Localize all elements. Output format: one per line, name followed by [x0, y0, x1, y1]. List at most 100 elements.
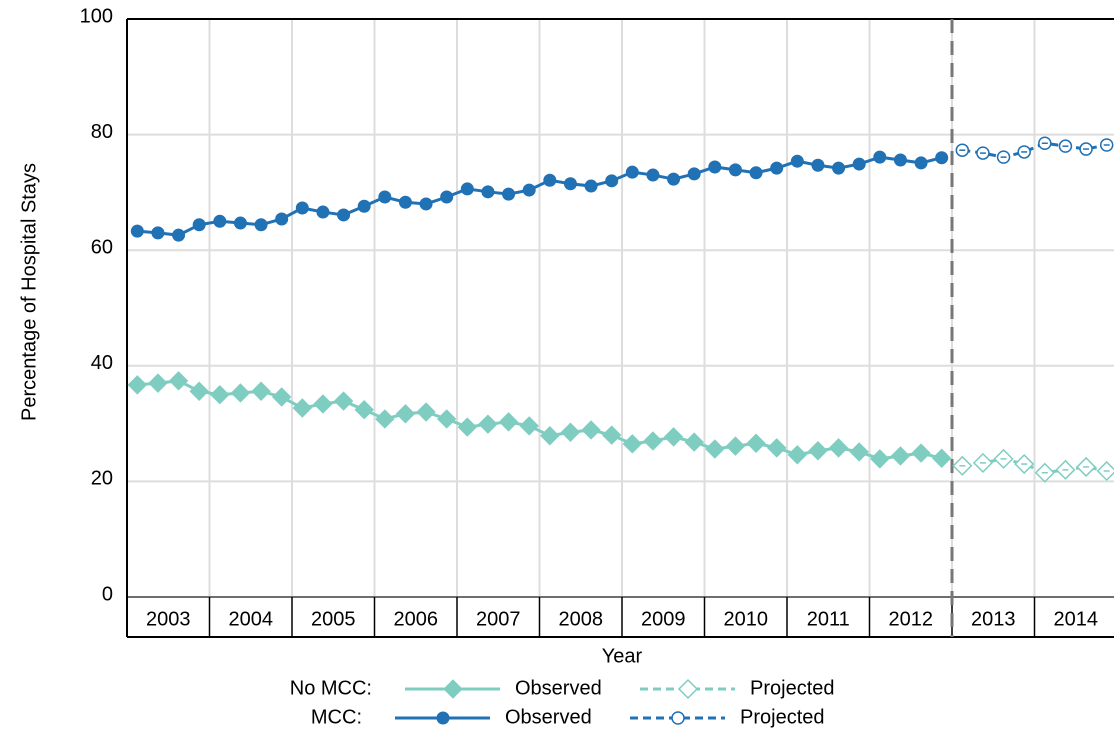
marker — [646, 168, 660, 182]
marker — [890, 446, 911, 466]
marker — [168, 371, 189, 391]
legend-label: Projected — [750, 677, 835, 699]
marker — [354, 400, 374, 420]
y-tick-label: 60 — [91, 236, 113, 258]
marker — [519, 416, 539, 436]
marker — [172, 228, 186, 242]
marker — [148, 373, 168, 393]
marker — [728, 163, 742, 177]
marker — [931, 448, 952, 468]
marker — [828, 438, 849, 458]
marker — [233, 216, 247, 230]
series — [952, 448, 1114, 483]
legend-marker — [443, 679, 463, 699]
marker — [563, 177, 577, 191]
marker — [852, 157, 866, 171]
x-tick-label: 2004 — [229, 608, 274, 630]
marker — [295, 201, 309, 215]
marker — [416, 402, 436, 422]
marker — [725, 436, 746, 456]
x-tick-label: 2014 — [1054, 608, 1099, 630]
marker — [210, 384, 230, 405]
legend-marker — [677, 678, 699, 700]
legend-group: MCC: — [311, 706, 362, 728]
marker — [419, 197, 433, 211]
marker — [605, 174, 619, 188]
x-tick-label: 2007 — [476, 608, 521, 630]
marker — [457, 417, 478, 437]
x-tick-label: 2013 — [971, 608, 1016, 630]
marker — [625, 165, 639, 179]
marker — [663, 427, 684, 447]
marker — [684, 432, 704, 452]
y-tick-label: 0 — [102, 583, 113, 605]
marker — [687, 167, 701, 181]
marker — [478, 414, 498, 434]
marker — [540, 426, 560, 446]
marker — [375, 409, 395, 429]
marker — [254, 218, 268, 232]
marker — [849, 442, 869, 462]
marker — [498, 412, 519, 432]
y-tick-label: 80 — [91, 121, 113, 143]
marker — [192, 218, 206, 232]
series — [955, 136, 1114, 164]
marker — [746, 433, 766, 453]
marker — [398, 195, 412, 209]
marker — [667, 172, 681, 186]
marker — [914, 156, 928, 170]
marker — [333, 391, 354, 411]
legend-label: Observed — [505, 706, 592, 728]
y-tick-label: 100 — [80, 5, 113, 27]
series-line — [137, 379, 943, 461]
marker — [440, 190, 454, 204]
x-tick-label: 2008 — [559, 608, 604, 630]
marker — [337, 208, 351, 222]
marker — [127, 375, 148, 395]
legend-marker — [436, 711, 450, 725]
marker — [313, 394, 333, 414]
y-tick-label: 20 — [91, 468, 113, 490]
series — [130, 150, 949, 242]
x-tick-label: 2006 — [394, 608, 439, 630]
x-tick-label: 2009 — [641, 608, 686, 630]
marker — [460, 182, 474, 196]
x-tick-label: 2010 — [724, 608, 769, 630]
marker — [622, 434, 643, 454]
marker — [893, 153, 907, 167]
marker — [543, 173, 557, 187]
legend-marker — [671, 711, 685, 725]
marker — [705, 439, 725, 459]
x-tick-label: 2012 — [889, 608, 934, 630]
x-tick-label: 2003 — [146, 608, 191, 630]
marker — [251, 381, 271, 401]
marker — [935, 151, 949, 165]
marker — [271, 387, 292, 407]
marker — [189, 381, 209, 401]
x-axis-label: Year — [602, 645, 643, 667]
marker — [357, 199, 371, 213]
marker — [130, 224, 144, 238]
marker — [584, 179, 598, 193]
y-tick-label: 40 — [91, 352, 113, 374]
marker — [378, 190, 392, 204]
legend-label: Projected — [740, 706, 825, 728]
marker — [787, 445, 808, 465]
series-line — [137, 155, 943, 237]
marker — [832, 161, 846, 175]
marker — [481, 185, 495, 199]
marker — [502, 187, 516, 201]
marker — [811, 158, 825, 172]
marker — [316, 205, 330, 219]
marker — [643, 431, 663, 451]
marker — [581, 420, 601, 440]
marker — [749, 166, 763, 180]
marker — [766, 438, 787, 458]
marker — [522, 183, 536, 197]
marker — [911, 443, 931, 463]
x-tick-label: 2005 — [311, 608, 356, 630]
marker — [790, 154, 804, 168]
marker — [601, 425, 622, 445]
marker — [708, 160, 722, 174]
